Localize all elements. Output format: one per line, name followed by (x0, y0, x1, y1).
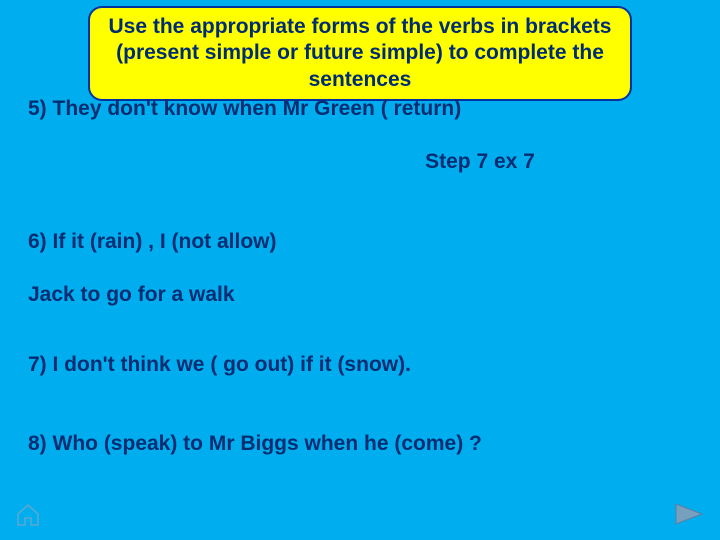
step-label: Step 7 ex 7 (28, 147, 692, 176)
exercise-content: 5) They don't know when Mr Green ( retur… (28, 94, 692, 464)
question-7: 7) I don't think we ( go out) if it (sno… (28, 350, 692, 379)
question-5: 5) They don't know when Mr Green ( retur… (28, 94, 692, 123)
instruction-text: Use the appropriate forms of the verbs i… (106, 14, 614, 93)
question-8: 8) Who (speak) to Mr Biggs when he (come… (28, 429, 692, 458)
home-icon[interactable] (14, 500, 42, 528)
question-6-part-a: 6) If it (rain) , I (not allow) (28, 227, 692, 256)
instruction-box: Use the appropriate forms of the verbs i… (88, 6, 632, 101)
next-arrow-icon[interactable] (672, 500, 706, 528)
question-6-part-b: Jack to go for a walk (28, 280, 692, 309)
